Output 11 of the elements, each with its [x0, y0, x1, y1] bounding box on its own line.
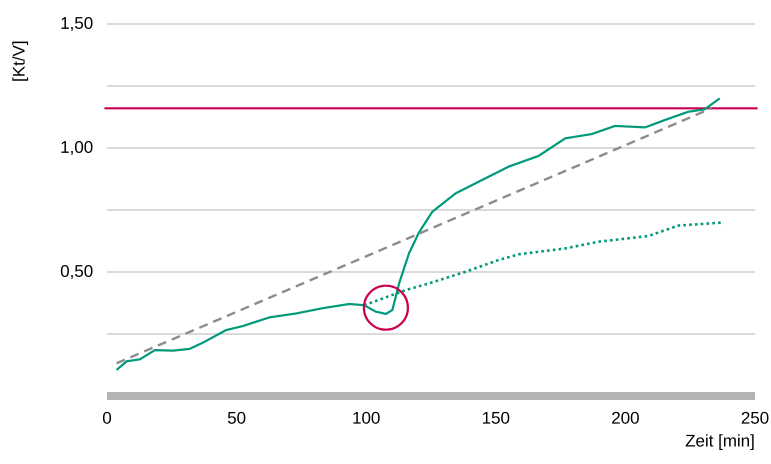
x-axis-title: Zeit [min] [686, 434, 754, 450]
y-tick-label: 0,50 [60, 264, 93, 279]
y-tick-label: 1,50 [62, 16, 93, 31]
x-tick-label: 200 [612, 412, 639, 424]
y-tick-label: 1,00 [62, 140, 93, 155]
x-tick-label: 50 [228, 412, 246, 424]
x-tick-label: 150 [482, 412, 510, 424]
y-axis-title: [Kt/V] [12, 42, 28, 81]
x-tick-label: 250 [742, 412, 768, 424]
x-tick-label: 0 [102, 412, 112, 424]
x-tick-label: 100 [353, 412, 380, 424]
